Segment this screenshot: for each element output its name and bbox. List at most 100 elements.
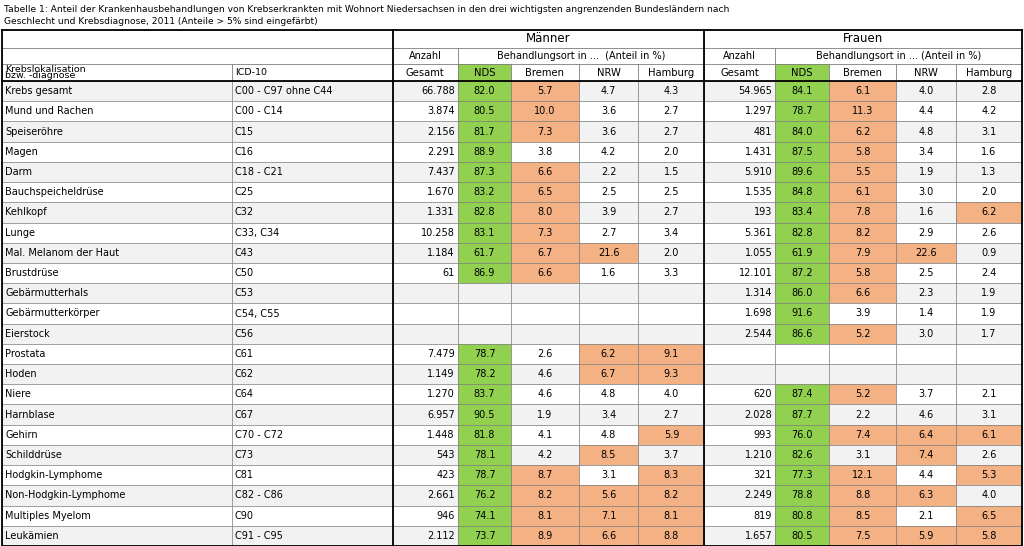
Bar xyxy=(638,526,705,546)
Bar xyxy=(956,223,1022,243)
Text: 4.6: 4.6 xyxy=(538,369,553,379)
Text: 423: 423 xyxy=(436,470,455,480)
Bar xyxy=(393,263,458,283)
Bar xyxy=(775,283,829,304)
Bar xyxy=(231,344,393,364)
Text: 8.8: 8.8 xyxy=(855,490,870,501)
Bar xyxy=(458,182,511,203)
Bar xyxy=(956,506,1022,526)
Text: C00 - C14: C00 - C14 xyxy=(234,106,283,116)
Text: 84.0: 84.0 xyxy=(792,127,813,136)
Bar xyxy=(393,162,458,182)
Bar xyxy=(638,425,705,445)
Bar xyxy=(579,162,638,182)
Bar xyxy=(829,526,896,546)
Bar xyxy=(705,384,775,405)
Text: 87.4: 87.4 xyxy=(792,389,813,399)
Bar xyxy=(511,364,579,384)
Bar xyxy=(896,526,956,546)
Text: 12.1: 12.1 xyxy=(852,470,873,480)
Bar xyxy=(2,283,231,304)
Text: Frauen: Frauen xyxy=(843,33,884,45)
Bar xyxy=(705,465,775,485)
Bar xyxy=(2,101,231,121)
Bar xyxy=(458,526,511,546)
Text: 3.8: 3.8 xyxy=(538,147,553,157)
Bar xyxy=(896,384,956,405)
Bar xyxy=(2,81,231,101)
Bar xyxy=(511,121,579,141)
Text: 6.1: 6.1 xyxy=(855,86,870,96)
Text: 88.9: 88.9 xyxy=(474,147,496,157)
Text: 2.0: 2.0 xyxy=(981,187,996,197)
Bar xyxy=(896,445,956,465)
Bar xyxy=(579,526,638,546)
Bar xyxy=(511,203,579,223)
Bar xyxy=(775,162,829,182)
Bar xyxy=(956,405,1022,425)
Text: 4.2: 4.2 xyxy=(601,147,616,157)
Text: 2.7: 2.7 xyxy=(664,410,679,419)
Text: C00 - C97 ohne C44: C00 - C97 ohne C44 xyxy=(234,86,332,96)
Bar xyxy=(638,405,705,425)
Bar xyxy=(638,344,705,364)
Bar xyxy=(231,465,393,485)
Text: Leukämien: Leukämien xyxy=(5,531,58,541)
Bar xyxy=(511,344,579,364)
Bar xyxy=(775,121,829,141)
Bar xyxy=(775,405,829,425)
Bar xyxy=(896,81,956,101)
Bar xyxy=(775,364,829,384)
Text: 1.431: 1.431 xyxy=(744,147,772,157)
Bar xyxy=(579,203,638,223)
Text: 21.6: 21.6 xyxy=(598,248,620,258)
Text: Brustdrüse: Brustdrüse xyxy=(5,268,58,278)
Bar xyxy=(829,81,896,101)
Bar xyxy=(511,101,579,121)
Bar xyxy=(705,526,775,546)
Bar xyxy=(511,223,579,243)
Bar xyxy=(829,445,896,465)
Bar xyxy=(638,364,705,384)
Text: 2.8: 2.8 xyxy=(981,86,996,96)
Text: 1.3: 1.3 xyxy=(981,167,996,177)
Bar xyxy=(393,243,458,263)
Bar xyxy=(393,223,458,243)
Text: 7.1: 7.1 xyxy=(601,511,616,521)
Bar xyxy=(231,384,393,405)
Text: C73: C73 xyxy=(234,450,254,460)
Bar xyxy=(458,263,511,283)
Text: Krebs gesamt: Krebs gesamt xyxy=(5,86,73,96)
Text: 1.670: 1.670 xyxy=(427,187,455,197)
Bar xyxy=(956,445,1022,465)
Bar xyxy=(638,506,705,526)
Bar xyxy=(896,405,956,425)
Text: Bremen: Bremen xyxy=(525,68,564,78)
Bar xyxy=(705,141,775,162)
Bar xyxy=(458,344,511,364)
Bar xyxy=(458,101,511,121)
Bar xyxy=(956,384,1022,405)
Text: 8.7: 8.7 xyxy=(538,470,553,480)
Text: 81.7: 81.7 xyxy=(474,127,496,136)
Bar xyxy=(638,364,705,384)
Bar xyxy=(231,526,393,546)
Bar xyxy=(511,223,579,243)
Text: 1.149: 1.149 xyxy=(427,369,455,379)
Bar xyxy=(829,101,896,121)
Bar xyxy=(458,203,511,223)
Bar xyxy=(511,283,579,304)
Bar xyxy=(775,162,829,182)
Text: 1.9: 1.9 xyxy=(538,410,553,419)
Text: 74.1: 74.1 xyxy=(474,511,496,521)
Bar xyxy=(2,30,393,48)
Text: C67: C67 xyxy=(234,410,254,419)
Bar xyxy=(956,304,1022,324)
Text: 4.4: 4.4 xyxy=(919,470,934,480)
Bar xyxy=(896,283,956,304)
Bar xyxy=(956,263,1022,283)
Bar xyxy=(956,324,1022,344)
Bar xyxy=(775,101,829,121)
Bar xyxy=(231,283,393,304)
Bar xyxy=(705,203,775,223)
